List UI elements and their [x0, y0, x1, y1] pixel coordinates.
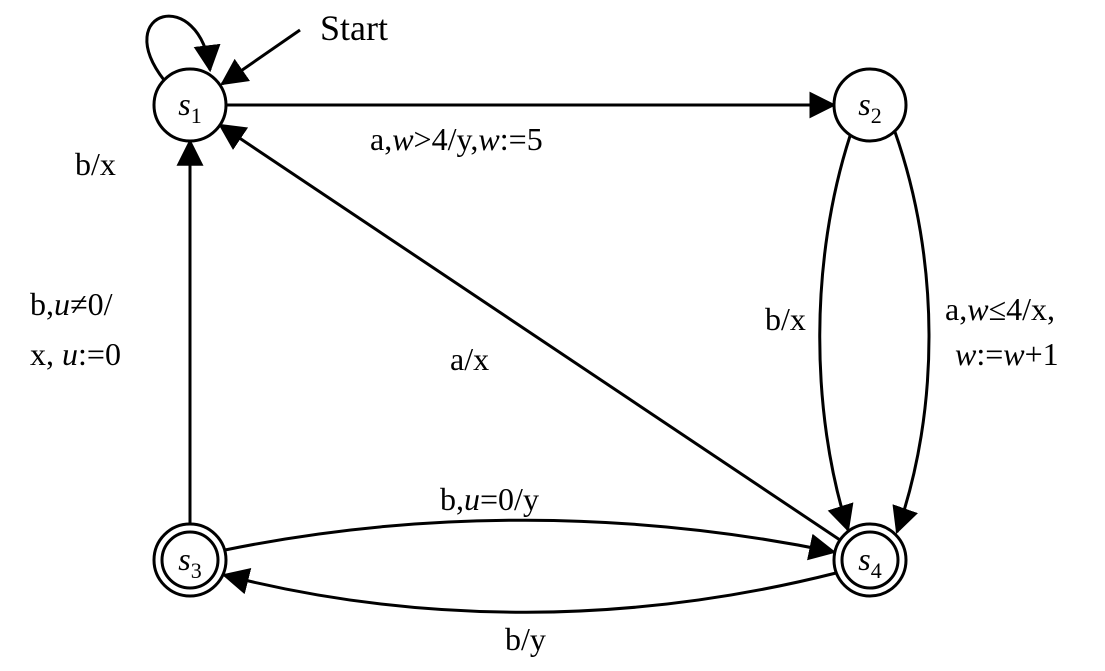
edge-s3-s4-label: b,u=0/y — [440, 481, 539, 517]
state-s1: s1 — [154, 69, 226, 141]
edge-s4-s3 — [224, 573, 836, 612]
edge-s4-s1-label: a/x — [450, 341, 489, 377]
edge-s1-s1-label: b/x — [75, 146, 116, 182]
edge-s2-s4-b — [820, 136, 850, 530]
state-s4: s4 — [834, 524, 906, 596]
edge-s2-s4-a-label: a,w≤4/x, w:=w+1 — [945, 291, 1063, 372]
edge-s2-s4-b-label: b/x — [765, 301, 806, 337]
edge-s2-s4-a — [895, 132, 929, 532]
start-label: Start — [320, 8, 388, 48]
state-s2: s2 — [834, 69, 906, 141]
edge-s4-s1 — [220, 125, 840, 540]
state-s3: s3 — [154, 524, 226, 596]
edge-s3-s1-label: b,u≠0/ x, u:=0 — [30, 286, 121, 372]
state-machine-diagram: b/x Start a,w>4/y,w:=5 a,w≤4/x, w:=w+1 b… — [0, 0, 1105, 671]
edge-s1-s2-label: a,w>4/y,w:=5 — [370, 121, 543, 157]
edge-s3-s4 — [225, 520, 834, 552]
start-arrow — [222, 30, 300, 84]
edge-s4-s3-label: b/y — [505, 621, 546, 657]
